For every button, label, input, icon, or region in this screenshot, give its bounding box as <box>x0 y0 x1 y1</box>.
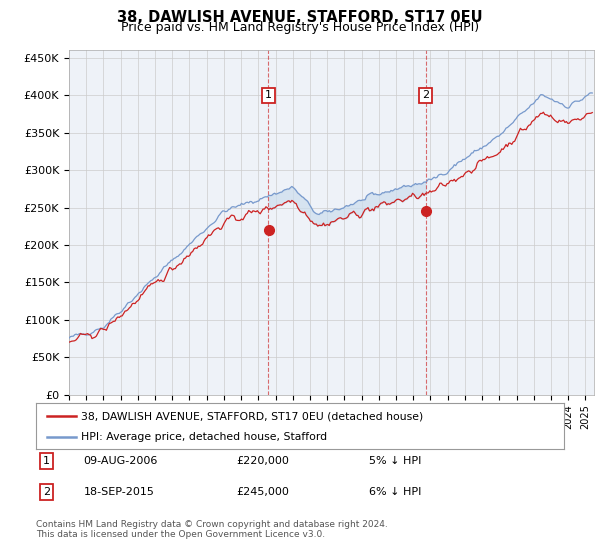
Text: 38, DAWLISH AVENUE, STAFFORD, ST17 0EU (detached house): 38, DAWLISH AVENUE, STAFFORD, ST17 0EU (… <box>81 411 423 421</box>
Text: Contains HM Land Registry data © Crown copyright and database right 2024.
This d: Contains HM Land Registry data © Crown c… <box>36 520 388 539</box>
Text: 2: 2 <box>422 90 429 100</box>
Text: 09-AUG-2006: 09-AUG-2006 <box>83 456 158 466</box>
Text: £245,000: £245,000 <box>236 487 290 497</box>
Text: 2: 2 <box>43 487 50 497</box>
Text: 5% ↓ HPI: 5% ↓ HPI <box>368 456 421 466</box>
Text: £220,000: £220,000 <box>236 456 290 466</box>
Text: 38, DAWLISH AVENUE, STAFFORD, ST17 0EU: 38, DAWLISH AVENUE, STAFFORD, ST17 0EU <box>117 10 483 25</box>
Text: 1: 1 <box>43 456 50 466</box>
Text: 1: 1 <box>265 90 272 100</box>
Text: Price paid vs. HM Land Registry's House Price Index (HPI): Price paid vs. HM Land Registry's House … <box>121 21 479 34</box>
Text: 18-SEP-2015: 18-SEP-2015 <box>83 487 154 497</box>
Text: 6% ↓ HPI: 6% ↓ HPI <box>368 487 421 497</box>
Text: HPI: Average price, detached house, Stafford: HPI: Average price, detached house, Staf… <box>81 432 327 442</box>
